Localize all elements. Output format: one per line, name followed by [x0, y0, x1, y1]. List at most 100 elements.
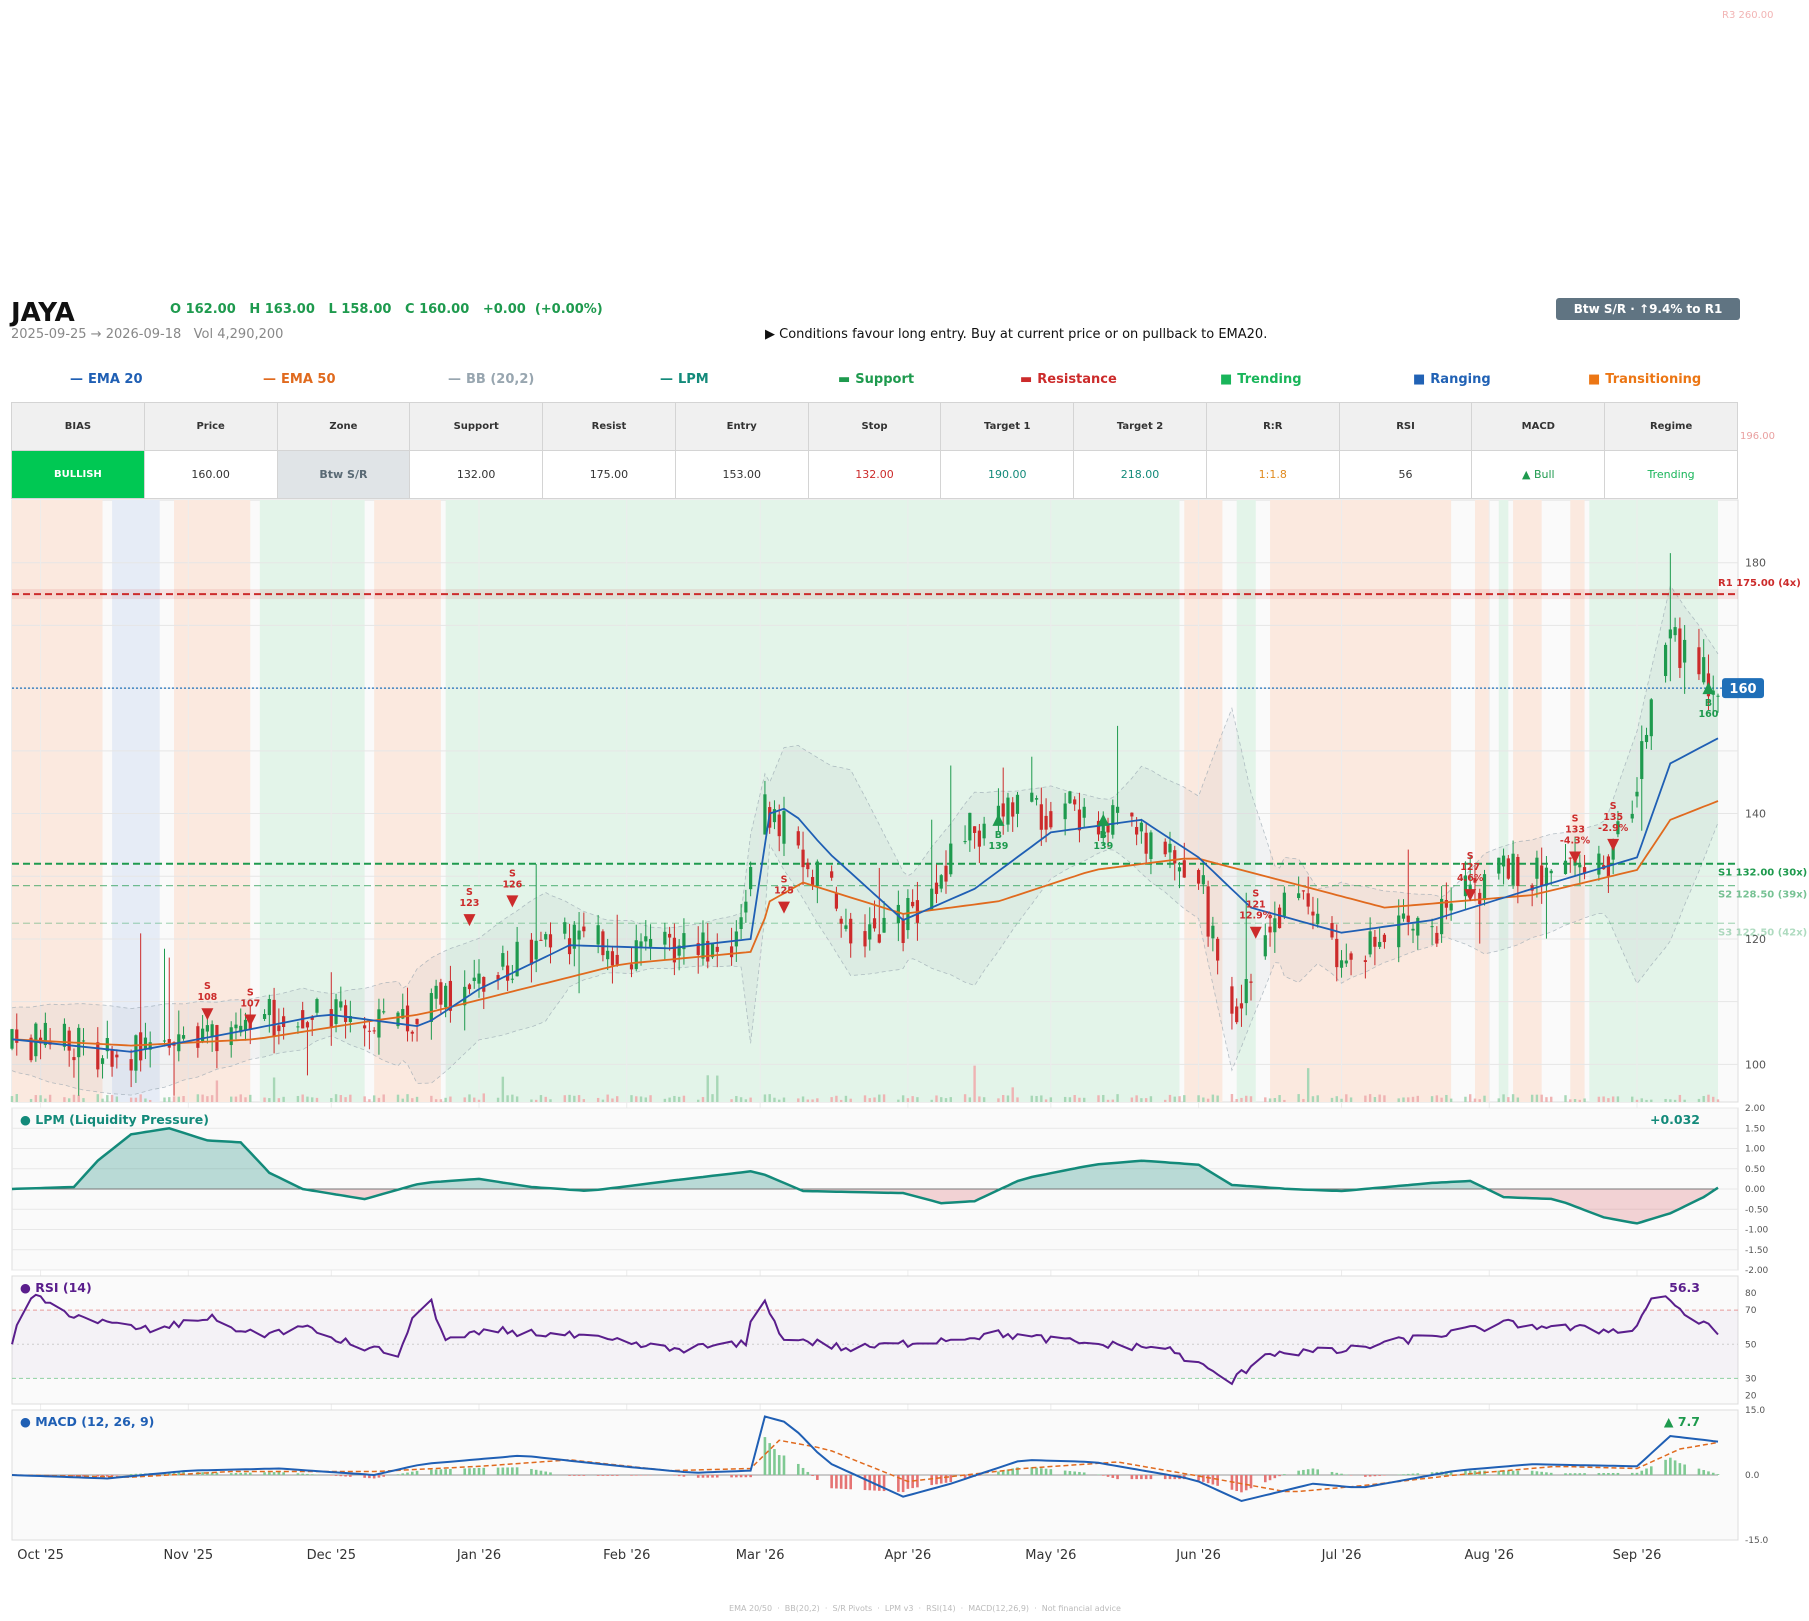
- volume-bar: [901, 1095, 905, 1102]
- legend-label: Trending: [1237, 372, 1302, 387]
- ema20-line: [11, 737, 1719, 1053]
- candle-body: [1435, 932, 1439, 944]
- macd-histogram-bar: [978, 1475, 981, 1476]
- macd-histogram-bar: [844, 1475, 848, 1490]
- volume-bar: [1216, 1095, 1219, 1102]
- x-tick-label: Jan '26: [456, 1548, 501, 1563]
- legend-label: BB (20,2): [466, 372, 535, 387]
- candle-body: [810, 877, 815, 887]
- x-tick-label: Jun '26: [1175, 1548, 1221, 1563]
- volume-bar: [539, 1095, 543, 1102]
- volume-bar: [63, 1097, 66, 1102]
- volume-bar: [816, 1098, 819, 1102]
- macd-histogram-bar: [210, 1472, 214, 1475]
- candle-body: [296, 1026, 300, 1028]
- price-grid: [12, 562, 1738, 1065]
- volume-bar: [611, 1098, 614, 1102]
- macd-histogram-bar: [1568, 1473, 1572, 1475]
- volume-bar: [1678, 1094, 1682, 1102]
- volume-bar: [444, 1097, 447, 1102]
- volume-bar: [315, 1097, 319, 1102]
- candle-body: [1273, 918, 1277, 933]
- volume-bar: [168, 1097, 171, 1102]
- volume-bar: [1202, 1097, 1205, 1102]
- candle-body: [1611, 846, 1615, 860]
- volume-bar: [396, 1094, 400, 1102]
- candle-body: [1478, 892, 1482, 904]
- volume-bar: [1035, 1096, 1038, 1102]
- lpm-y-tick-label: -2.00: [1745, 1266, 1769, 1276]
- summary-header-regime: Regime: [1604, 402, 1738, 451]
- volume-bar: [1073, 1095, 1076, 1102]
- signal-label: S: [781, 875, 788, 886]
- volume-bar: [1602, 1096, 1605, 1102]
- volume-bar: [1230, 1094, 1234, 1102]
- macd-histogram-bar: [730, 1475, 733, 1478]
- x-tick-label: Oct '25: [17, 1548, 64, 1563]
- lpm-y-tick-label: 2.00: [1745, 1104, 1765, 1114]
- volume-bar: [973, 1065, 976, 1102]
- macd-histogram-bar: [1702, 1470, 1706, 1475]
- volume-bar: [15, 1094, 18, 1102]
- volume-bar: [1483, 1095, 1486, 1102]
- volume-bar: [1097, 1095, 1100, 1102]
- volume-bar: [863, 1095, 867, 1102]
- macd-histogram-bar: [1645, 1468, 1648, 1475]
- candle-body: [1173, 850, 1177, 864]
- candle-body: [1568, 857, 1572, 859]
- summary-header-resist: Resist: [542, 402, 676, 451]
- volume-bar: [1545, 1097, 1548, 1102]
- candle-body: [1473, 878, 1477, 883]
- candle-body: [772, 809, 777, 823]
- bollinger-fill: [12, 585, 1718, 1096]
- volume-bar: [349, 1094, 352, 1102]
- candle-body: [1563, 860, 1568, 875]
- macd-histogram-bar: [634, 1475, 638, 1476]
- signal-label: 126: [502, 879, 522, 890]
- candle-body: [806, 862, 810, 870]
- price-y-tick-label: 100: [1745, 1058, 1766, 1071]
- volume-bar: [415, 1096, 419, 1102]
- summary-value-zone: Btw S/R: [276, 450, 411, 499]
- candle-body: [1416, 917, 1420, 936]
- candle-body: [930, 888, 934, 910]
- macd-histogram-bar: [229, 1473, 233, 1475]
- volume-bar: [306, 1096, 309, 1102]
- volume-bar: [1206, 1098, 1210, 1102]
- candle-body: [181, 1035, 186, 1039]
- volume-bar: [1378, 1094, 1381, 1102]
- macd-histogram-bar: [611, 1475, 614, 1476]
- macd-histogram-bar: [72, 1475, 76, 1477]
- macd-histogram-bar: [1402, 1474, 1405, 1475]
- macd-histogram-bar: [515, 1467, 519, 1475]
- macd-histogram-bar: [1006, 1469, 1010, 1475]
- candle-body: [201, 1028, 205, 1042]
- candle-body: [534, 940, 538, 960]
- candle-body: [901, 918, 905, 943]
- volume-bar: [1330, 1097, 1334, 1102]
- candle-body: [1363, 960, 1367, 963]
- x-tick-label: Mar '26: [736, 1548, 785, 1563]
- candle-body: [629, 964, 634, 970]
- candle-body: [1344, 960, 1348, 964]
- volume-bar: [868, 1098, 871, 1102]
- candle-body: [949, 843, 953, 875]
- macd-histogram-bar: [1302, 1469, 1305, 1475]
- candle-body: [529, 939, 534, 965]
- candle-body: [277, 1025, 281, 1032]
- rsi-y-tick-label: 70: [1745, 1306, 1757, 1316]
- volume-bar: [1697, 1098, 1701, 1102]
- volume-bar: [1597, 1096, 1601, 1102]
- macd-line: [11, 1415, 1719, 1503]
- volume-bar: [1340, 1098, 1343, 1102]
- signal-label: S: [1610, 801, 1617, 812]
- volume-bar: [1111, 1099, 1114, 1102]
- candle-body: [1401, 913, 1406, 919]
- candle-body: [448, 980, 453, 1011]
- macd-histogram-bar: [1202, 1475, 1205, 1482]
- volume-bar: [206, 1096, 209, 1102]
- ticker-symbol: JAYA: [11, 298, 75, 328]
- lpm-y-tick-label: -1.00: [1745, 1226, 1769, 1236]
- candle-body: [1306, 893, 1310, 907]
- macd-histogram-bar: [777, 1455, 781, 1475]
